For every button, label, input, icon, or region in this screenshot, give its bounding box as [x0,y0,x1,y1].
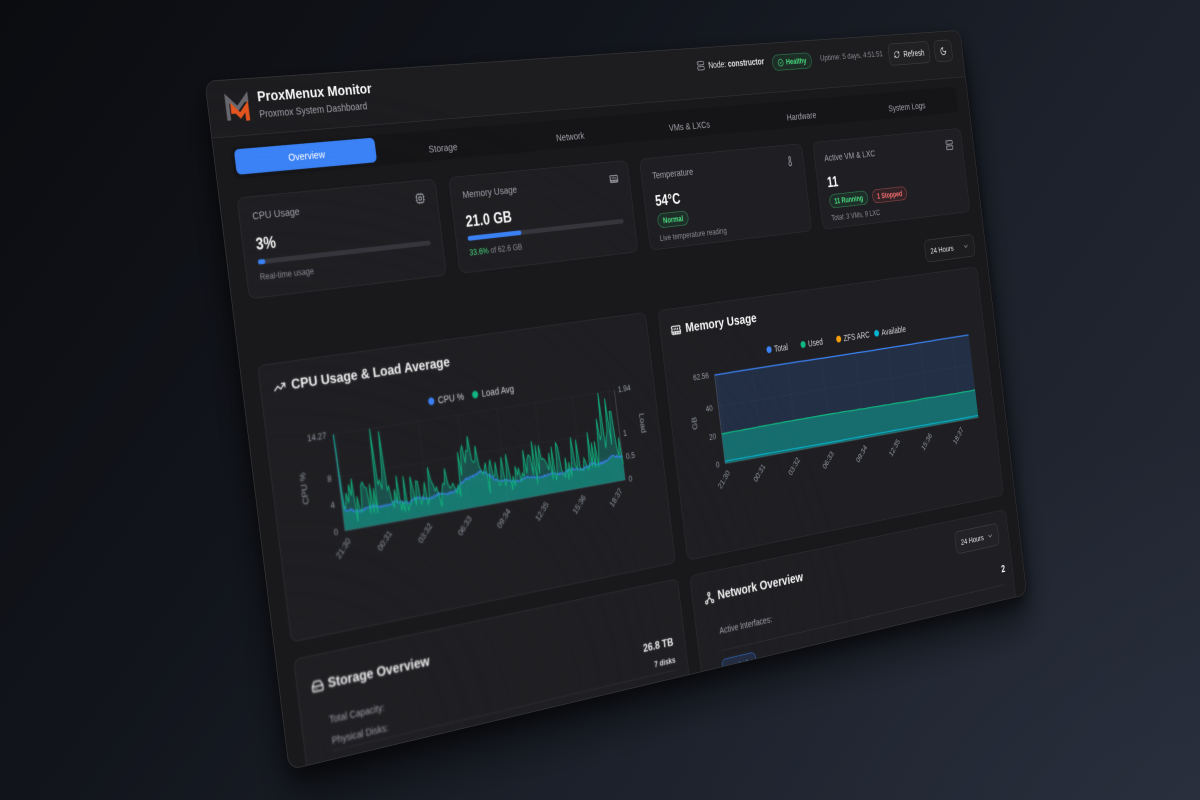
svg-text:21:30: 21:30 [716,468,731,490]
svg-text:03:32: 03:32 [416,521,434,545]
svg-text:4: 4 [330,500,336,511]
svg-text:18:37: 18:37 [952,425,965,446]
svg-text:12:35: 12:35 [888,437,902,458]
svg-text:0: 0 [333,527,339,538]
svg-text:Load: Load [637,413,647,434]
svg-text:12:35: 12:35 [534,500,551,523]
svg-text:14.27: 14.27 [307,431,327,444]
svg-text:06:33: 06:33 [821,449,835,470]
svg-text:21:30: 21:30 [334,536,352,561]
svg-text:Used: Used [808,337,824,349]
svg-text:8: 8 [327,473,333,484]
svg-text:09:34: 09:34 [495,507,512,530]
svg-text:15:36: 15:36 [920,431,933,452]
svg-text:62.56: 62.56 [693,371,710,383]
svg-text:03:32: 03:32 [787,456,801,478]
svg-text:40: 40 [705,403,713,413]
svg-text:18:37: 18:37 [608,486,624,509]
svg-text:00:31: 00:31 [376,528,394,552]
svg-text:ZFS ARC: ZFS ARC [843,330,870,344]
svg-text:CPU %: CPU % [298,471,312,505]
svg-text:1: 1 [623,428,628,438]
svg-text:CPU %: CPU % [437,392,465,407]
svg-text:GB: GB [690,416,699,430]
svg-text:06:33: 06:33 [456,514,473,538]
svg-text:20: 20 [709,432,717,442]
svg-text:1.94: 1.94 [617,383,631,394]
svg-text:15:36: 15:36 [571,493,587,516]
svg-text:00:31: 00:31 [752,462,767,484]
svg-text:Total: Total [774,343,789,355]
svg-text:Load Avg: Load Avg [481,384,515,400]
svg-text:0: 0 [715,460,720,470]
svg-text:09:34: 09:34 [855,443,869,464]
svg-text:0: 0 [628,474,633,484]
svg-text:0.5: 0.5 [625,450,635,461]
svg-text:Available: Available [881,325,907,338]
